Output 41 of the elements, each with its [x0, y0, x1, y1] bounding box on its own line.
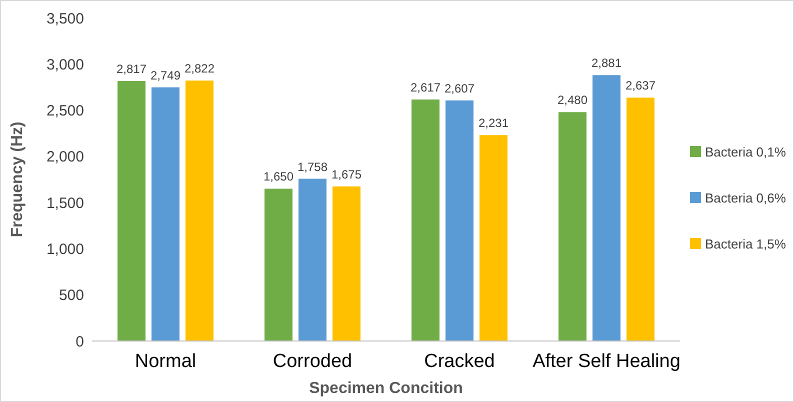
bar: [592, 75, 620, 341]
bar: [446, 100, 474, 341]
bar: [332, 186, 360, 341]
data-label: 1,675: [331, 167, 362, 182]
y-tick-label: 3,500: [46, 10, 84, 28]
y-tick-label: 2,500: [46, 102, 84, 120]
x-tick-label: Normal: [134, 351, 196, 372]
bar: [626, 98, 654, 341]
data-label: 2,749: [150, 68, 181, 82]
legend-label: Bacteria 0,6%: [705, 190, 786, 206]
x-tick-label: Cracked: [424, 351, 495, 372]
bar: [298, 178, 326, 341]
bar: [412, 99, 440, 341]
bar: [186, 80, 214, 341]
data-label: 1,650: [263, 170, 294, 184]
bar: [152, 87, 180, 341]
data-label: 2,231: [478, 116, 509, 130]
legend-label: Bacteria 1,5%: [705, 236, 786, 252]
legend-label: Bacteria 0,1%: [705, 144, 786, 160]
y-tick-label: 2,000: [46, 148, 84, 166]
bar: [558, 112, 586, 341]
y-tick-label: 1,000: [46, 240, 84, 258]
data-label: 2,637: [625, 78, 656, 93]
data-label: 2,617: [410, 80, 441, 94]
y-tick-label: 500: [58, 287, 84, 304]
y-axis-title: Frequency (Hz): [9, 122, 26, 238]
bar: [480, 135, 508, 341]
data-label: 2,822: [184, 62, 215, 76]
bar: [264, 188, 292, 341]
data-label: 1,758: [297, 160, 328, 174]
bar: [118, 81, 146, 341]
x-axis-title: Specimen Concition: [309, 380, 463, 397]
y-tick-label: 1,500: [46, 194, 84, 212]
x-tick-label: Corroded: [272, 351, 352, 372]
x-tick-label: After Self Healing: [532, 351, 680, 372]
data-label: 2,607: [444, 81, 475, 96]
data-label: 2,881: [591, 56, 622, 70]
data-label: 2,480: [557, 93, 588, 108]
data-label: 2,817: [116, 62, 147, 76]
y-tick-label: 3,000: [46, 56, 84, 74]
y-tick-label: 0: [76, 333, 84, 350]
